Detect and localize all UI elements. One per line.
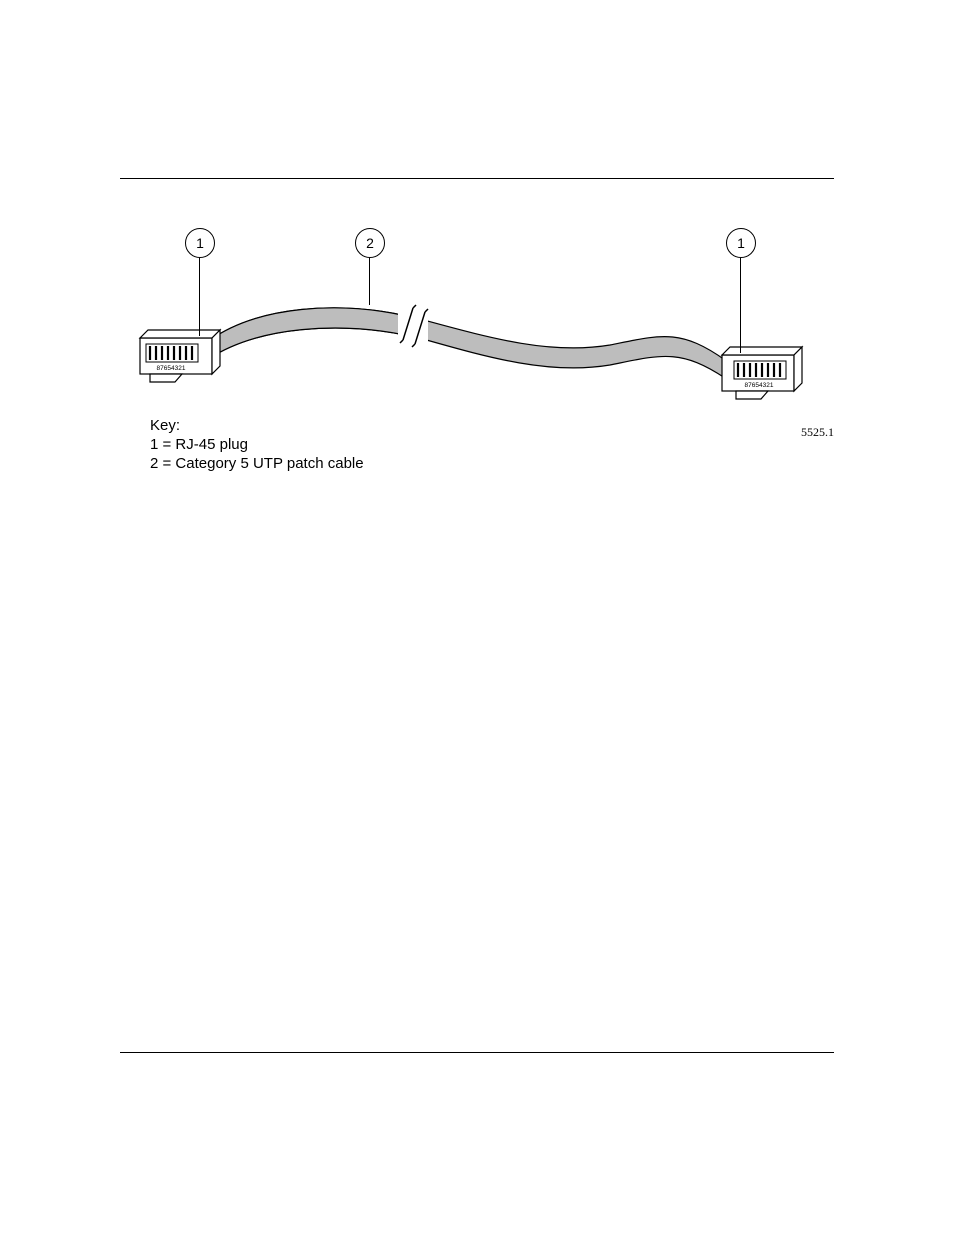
figure-cable-diagram: 87654321 87654321 1 2 1 5525.1 Key: 1 = RJ… [120,210,834,480]
callout-circle: 1 [185,228,215,258]
key-block: Key: 1 = RJ-45 plug 2 = Category 5 UTP p… [150,417,364,473]
rj45-plug-right: 87654321 [722,347,802,399]
callout-circle: 2 [355,228,385,258]
rj45-plug-left: 87654321 [140,330,220,382]
callout-circle: 1 [726,228,756,258]
callout-leader-line [740,258,741,353]
key-line-2: 2 = Category 5 UTP patch cable [150,455,364,474]
pin-label-right: 87654321 [745,382,774,389]
key-line-1: 1 = RJ-45 plug [150,436,364,455]
figure-id: 5525.1 [801,425,834,440]
top-horizontal-rule [120,178,834,179]
callout-leader-line [369,258,370,305]
bottom-horizontal-rule [120,1052,834,1053]
callout-leader-line [199,258,200,336]
key-heading: Key: [150,417,364,436]
pin-label-left: 87654321 [157,365,186,372]
